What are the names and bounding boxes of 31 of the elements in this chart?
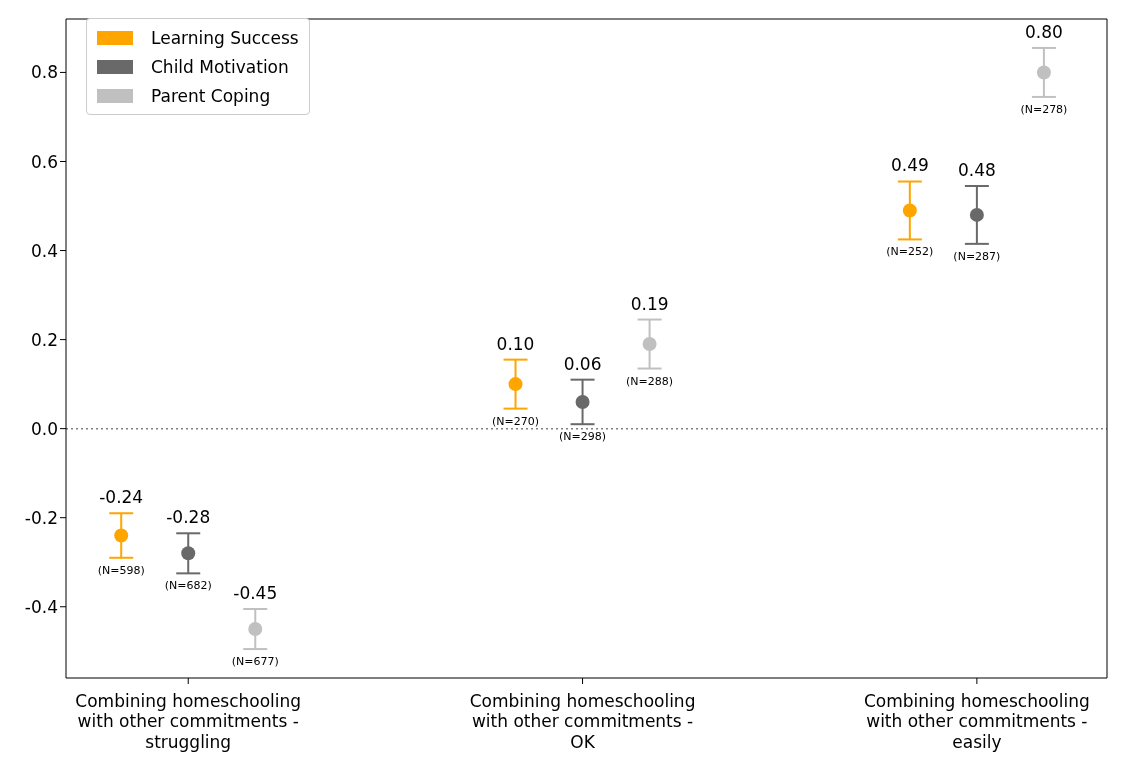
- annotation: (N=252): [886, 245, 934, 259]
- y-tick-label: 0.4: [30, 240, 58, 261]
- annotation: (N=287): [953, 249, 1001, 263]
- annotation: (N=682): [164, 579, 212, 593]
- data-label: -0.28: [166, 507, 211, 528]
- data-label: -0.24: [99, 487, 144, 508]
- y-tick-label: 0.0: [30, 418, 58, 439]
- x-tick-label: Combining homeschooling with other commitments - OK: [469, 691, 696, 752]
- data-label: -0.45: [233, 582, 278, 603]
- annotation: (N=598): [97, 563, 145, 577]
- data-label: 0.80: [1024, 21, 1063, 42]
- annotation: (N=288): [626, 374, 674, 388]
- data-label: 0.19: [630, 293, 669, 314]
- y-tick-label: -0.2: [24, 507, 58, 528]
- annotation: (N=677): [231, 655, 279, 669]
- annotation: (N=270): [492, 414, 540, 428]
- x-tick-label: Combining homeschooling with other commitments - struggling: [75, 691, 302, 752]
- legend-label: Parent Coping: [151, 85, 271, 106]
- legend-label: Learning Success: [151, 27, 299, 48]
- data-label: 0.48: [957, 159, 996, 180]
- y-tick-label: 0.6: [30, 151, 58, 172]
- annotation: (N=298): [559, 430, 607, 444]
- y-tick-label: 0.8: [30, 62, 58, 83]
- data-label: 0.49: [890, 155, 929, 176]
- legend-label: Child Motivation: [151, 56, 289, 77]
- y-tick-label: 0.2: [30, 329, 58, 350]
- annotation: (N=278): [1020, 102, 1068, 116]
- data-label: 0.06: [563, 353, 602, 374]
- y-tick-label: -0.4: [24, 596, 58, 617]
- x-tick-label: Combining homeschooling with other commitments - easily: [863, 691, 1090, 752]
- data-label: 0.10: [496, 333, 535, 354]
